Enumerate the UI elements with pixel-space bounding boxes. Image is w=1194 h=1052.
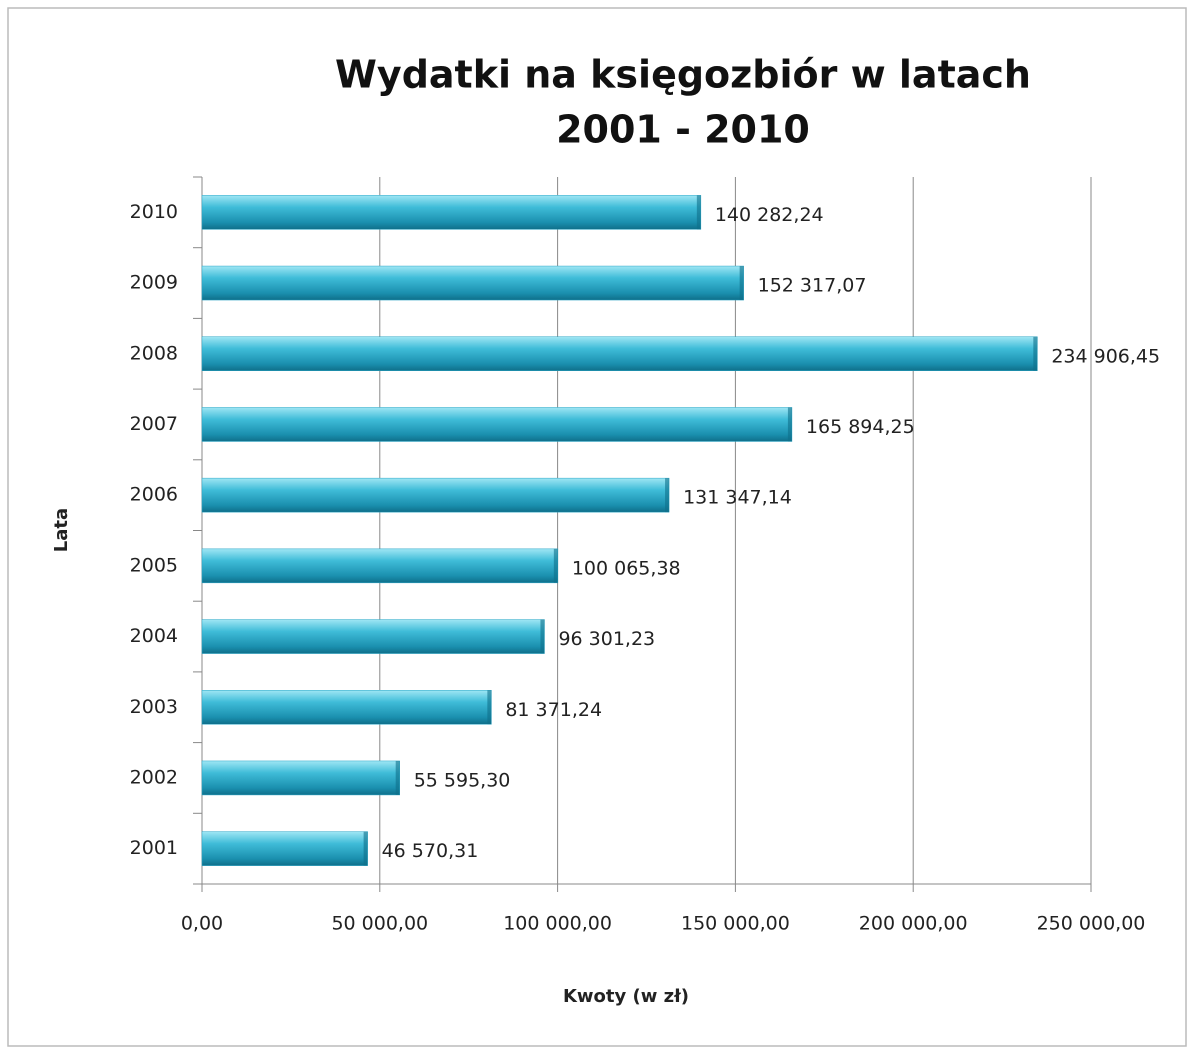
bar — [201, 690, 492, 725]
y-tick-label: 2004 — [130, 625, 178, 647]
x-tick-label: 250 000,00 — [1037, 913, 1146, 935]
x-tick-label: 100 000,00 — [503, 913, 612, 935]
x-tick-label: 200 000,00 — [859, 913, 968, 935]
bar — [201, 619, 545, 654]
chart-title: 2001 - 2010 — [556, 108, 810, 152]
y-tick-label: 2005 — [130, 554, 178, 576]
bar — [201, 195, 702, 230]
y-tick-label: 2003 — [130, 696, 178, 718]
bar — [201, 407, 793, 442]
value-label: 46 570,31 — [382, 840, 479, 862]
bar-end — [487, 690, 492, 725]
value-label: 140 282,24 — [715, 204, 824, 226]
bar-end — [665, 478, 670, 513]
y-tick-label: 2002 — [130, 766, 178, 788]
value-label: 100 065,38 — [572, 557, 681, 579]
y-axis-title: Lata — [51, 508, 72, 552]
value-label: 55 595,30 — [414, 769, 511, 791]
y-tick-label: 2009 — [130, 272, 178, 294]
value-label: 165 894,25 — [806, 416, 915, 438]
chart-border — [7, 7, 1187, 1047]
bar — [201, 477, 670, 513]
y-tick-label: 2006 — [130, 484, 178, 506]
bar-end — [553, 548, 558, 583]
x-tick-label: 150 000,00 — [681, 913, 790, 935]
bar — [201, 760, 400, 796]
bar-end — [696, 195, 701, 230]
bar-end — [540, 619, 545, 654]
x-tick-label: 50 000,00 — [331, 913, 428, 935]
x-axis-title: Kwoty (w zł) — [563, 986, 689, 1007]
bar-end — [363, 831, 368, 866]
y-tick-label: 2008 — [130, 342, 178, 364]
bar — [201, 336, 1038, 371]
bar-end — [787, 407, 792, 442]
x-tick-label: 0,00 — [181, 913, 223, 935]
bar-end — [395, 760, 400, 795]
chart-title: Wydatki na księgozbiór w latach — [335, 53, 1031, 97]
bar-end — [1033, 336, 1038, 371]
bar — [201, 265, 744, 301]
y-tick-label: 2010 — [130, 201, 178, 223]
bar — [201, 548, 559, 584]
value-label: 96 301,23 — [558, 628, 655, 650]
y-tick-label: 2007 — [130, 413, 178, 435]
bar-end — [739, 266, 744, 301]
bar — [201, 831, 368, 866]
value-label: 234 906,45 — [1051, 345, 1160, 367]
value-label: 81 371,24 — [505, 699, 602, 721]
y-tick-label: 2001 — [130, 837, 178, 859]
value-label: 152 317,07 — [758, 275, 867, 297]
value-label: 131 347,14 — [683, 487, 792, 509]
